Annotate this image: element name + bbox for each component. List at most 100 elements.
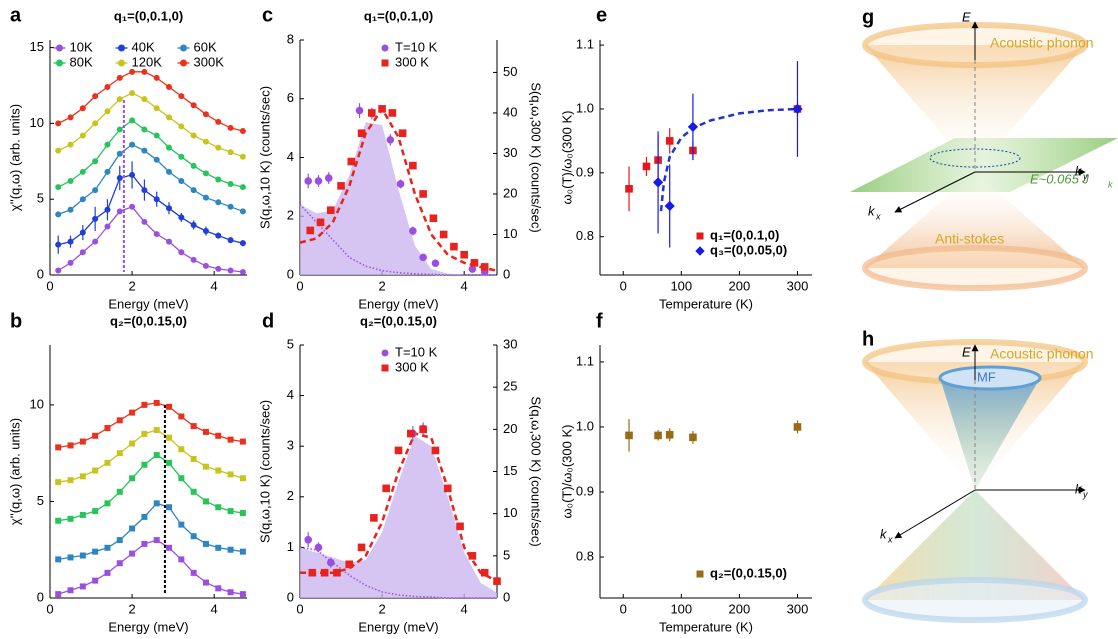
data-point — [357, 543, 366, 552]
data-point — [419, 190, 427, 198]
data-point — [153, 452, 160, 459]
legend-marker — [118, 59, 125, 67]
axis-label: k — [880, 526, 888, 541]
data-point — [166, 403, 173, 410]
fit-line — [299, 203, 497, 276]
data-point — [227, 203, 234, 210]
data-point — [652, 177, 664, 188]
data-point — [202, 540, 209, 547]
legend-label: T=10 K — [395, 39, 438, 54]
data-point — [215, 265, 222, 272]
data-point — [443, 484, 452, 493]
data-point — [153, 399, 160, 406]
data-point — [92, 467, 99, 474]
x-tick-label: 300 — [787, 278, 809, 293]
x-tick-label: 2 — [128, 601, 135, 616]
data-point — [665, 430, 674, 439]
y2-axis-label: S(q,ω,300 K) (counts/sec) — [529, 82, 544, 232]
data-point — [166, 434, 173, 441]
data-point — [178, 249, 185, 256]
data-point — [398, 129, 407, 137]
data-point — [92, 238, 99, 245]
data-point — [386, 136, 395, 144]
data-point — [116, 417, 123, 424]
y-tick-label: 0.8 — [576, 228, 594, 243]
data-point — [129, 90, 136, 97]
axis-label: k — [1075, 481, 1083, 496]
data-point — [55, 444, 62, 451]
x-tick-label: 4 — [461, 601, 468, 616]
data-point — [141, 401, 148, 408]
y-tick-label: 0.9 — [576, 483, 594, 498]
data-point — [129, 68, 136, 75]
data-point — [368, 109, 376, 117]
y2-tick-label: 5 — [503, 547, 510, 562]
data-point — [429, 214, 438, 223]
data-point — [92, 93, 99, 100]
data-point — [239, 240, 246, 247]
label: E~0.065 J — [1030, 171, 1089, 186]
data-point — [227, 149, 234, 156]
data-point — [239, 268, 246, 275]
y-axis-label: S(q,ω,10 K) (counts/sec) — [257, 400, 272, 543]
legend-marker — [56, 59, 63, 67]
data-point — [202, 463, 209, 470]
data-point — [190, 423, 197, 430]
series-line — [57, 119, 244, 188]
data-point — [67, 178, 74, 184]
data-point — [664, 200, 675, 212]
label: MF — [977, 369, 996, 384]
data-point — [215, 232, 222, 239]
y-tick-label: 10 — [30, 115, 44, 130]
y-tick-label: 0 — [287, 589, 294, 604]
data-point — [129, 171, 136, 178]
legend-marker — [381, 364, 389, 372]
series-line — [57, 71, 244, 132]
data-point — [55, 241, 62, 248]
data-point — [178, 521, 185, 528]
data-point — [79, 438, 86, 445]
data-point — [79, 105, 86, 112]
data-point — [92, 158, 99, 165]
chart-title: q₁=(0,0.1,0) — [114, 8, 183, 23]
axis-label: k — [868, 203, 876, 218]
series-line — [57, 143, 244, 216]
data-point — [304, 536, 313, 544]
y-tick-label: 1 — [287, 539, 294, 554]
diagram-g: g E Acoustic phonon E~0.065 J k k y k x … — [850, 6, 1118, 291]
axis-label-sub: x — [887, 534, 893, 544]
data-point — [239, 475, 246, 482]
data-point — [625, 431, 633, 440]
data-point — [79, 473, 86, 480]
y-tick-label: 1.1 — [576, 353, 594, 368]
data-point — [141, 96, 148, 103]
y-tick-label: 5 — [37, 493, 44, 508]
data-point — [141, 147, 148, 154]
data-point — [92, 577, 99, 584]
x-tick-label: 200 — [729, 278, 751, 293]
data-point — [190, 488, 197, 495]
legend-label: T=10 K — [395, 344, 438, 359]
data-point — [55, 517, 62, 524]
data-point — [306, 226, 315, 235]
data-point — [67, 259, 74, 266]
data-point — [493, 577, 501, 585]
x-axis-label: Temperature (K) — [659, 619, 753, 634]
label-sub: k — [1108, 179, 1113, 189]
x-axis-label: Energy (meV) — [358, 296, 438, 311]
data-point — [665, 137, 674, 145]
data-point — [67, 477, 74, 484]
data-point — [79, 583, 86, 590]
x-tick-label: 100 — [670, 278, 692, 293]
data-point — [480, 568, 489, 577]
series-line — [57, 92, 244, 158]
data-point — [92, 508, 99, 515]
data-point — [104, 500, 111, 507]
data-point — [153, 231, 160, 238]
x-tick-label: 4 — [211, 278, 218, 293]
data-point — [326, 206, 335, 214]
legend-marker — [381, 349, 389, 357]
y2-tick-label: 30 — [503, 336, 517, 351]
